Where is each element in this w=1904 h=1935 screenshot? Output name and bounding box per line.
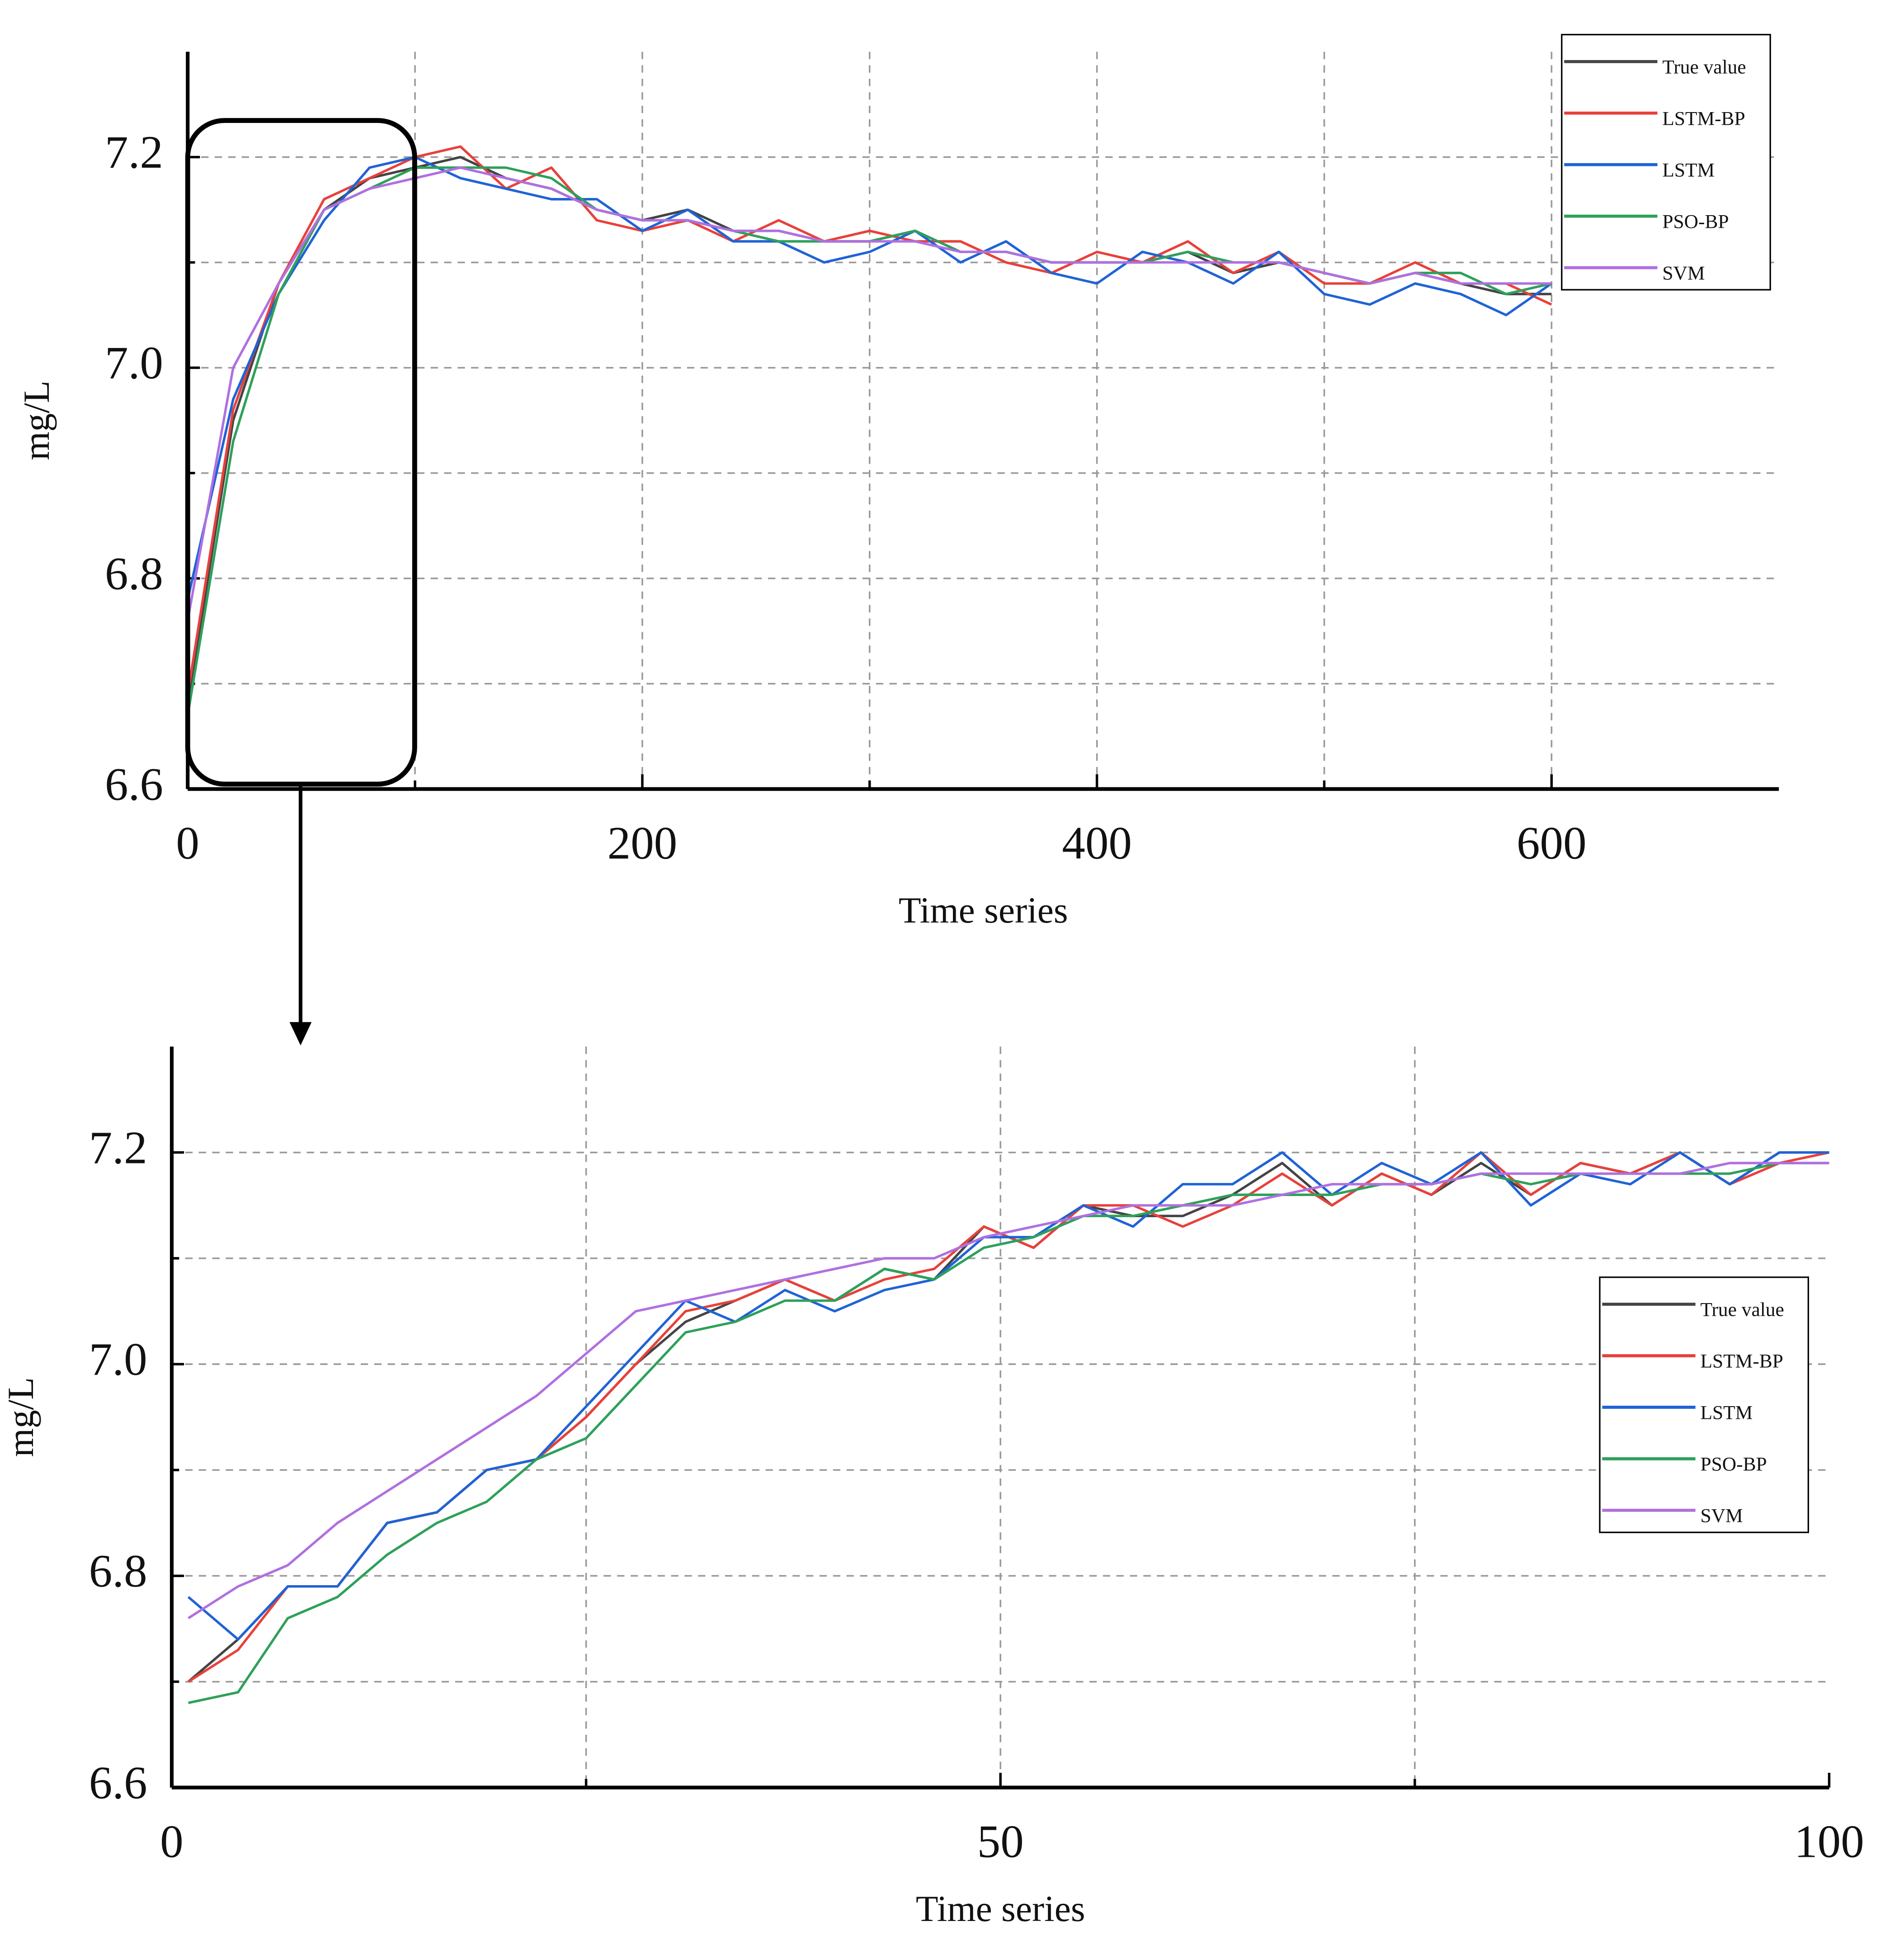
legend-label: LSTM-BP — [1662, 108, 1745, 130]
y-tick-label: 7.0 — [89, 1334, 147, 1385]
legend-label: PSO-BP — [1662, 211, 1729, 232]
legend-label: PSO-BP — [1700, 1454, 1767, 1475]
legend-box — [1561, 33, 1771, 291]
x-axis-label: Time series — [899, 890, 1068, 931]
x-tick-label: 200 — [608, 818, 678, 869]
y-tick-label: 6.6 — [89, 1757, 147, 1808]
arrow-head — [289, 1022, 312, 1045]
y-tick-label: 6.8 — [89, 1545, 147, 1597]
x-tick-label: 100 — [1794, 1816, 1864, 1868]
y-axis-label: mg/L — [0, 1377, 41, 1457]
y-tick-label: 6.6 — [105, 758, 163, 810]
legend-label: True value — [1700, 1299, 1784, 1321]
series-line — [188, 1162, 1829, 1704]
y-tick-label: 7.0 — [105, 337, 163, 389]
series-line — [187, 1151, 1829, 1641]
legend-label: LSTM — [1700, 1402, 1753, 1424]
x-tick-label: 400 — [1062, 818, 1132, 869]
series-line — [188, 1162, 1829, 1620]
legend-label: LSTM — [1662, 159, 1715, 181]
x-tick-label: 0 — [160, 1816, 184, 1868]
legend-label: LSTM-BP — [1700, 1351, 1783, 1372]
x-tick-label: 0 — [176, 818, 199, 869]
x-tick-label: 50 — [977, 1816, 1024, 1868]
legend-box — [1599, 1276, 1809, 1533]
x-tick-label: 600 — [1517, 818, 1587, 869]
legend-label: SVM — [1700, 1505, 1743, 1527]
legend-label: True value — [1662, 56, 1746, 78]
y-axis-label: mg/L — [16, 381, 57, 460]
zoom-box — [185, 118, 417, 787]
y-tick-label: 7.2 — [89, 1122, 147, 1173]
x-axis-label: Time series — [916, 1888, 1085, 1929]
y-tick-label: 7.2 — [105, 127, 163, 178]
legend-label: SVM — [1662, 262, 1705, 284]
y-tick-label: 6.8 — [105, 548, 163, 599]
